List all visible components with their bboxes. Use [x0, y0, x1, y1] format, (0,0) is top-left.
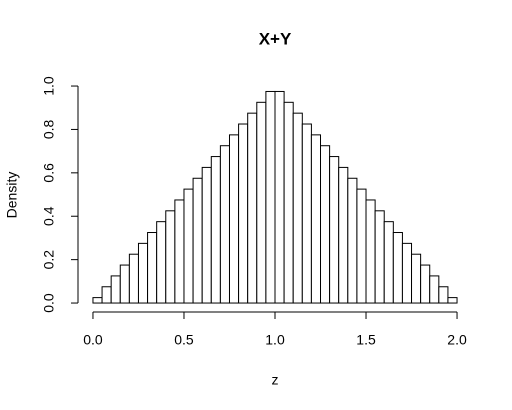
bar: [292, 112, 303, 304]
y-axis-label: Density: [4, 172, 20, 219]
bar: [174, 199, 185, 304]
y-tick-label: 0.0: [41, 293, 57, 313]
bar: [247, 112, 258, 304]
bar: [165, 210, 176, 304]
bar: [128, 253, 139, 304]
y-tick-label: 1.0: [41, 76, 57, 96]
x-tick-label: 0.0: [83, 332, 103, 348]
bar: [356, 188, 367, 304]
bar: [338, 166, 349, 304]
x-axis-label: z: [272, 372, 279, 388]
bar: [310, 134, 322, 304]
bar: [156, 221, 167, 304]
bar: [411, 253, 422, 304]
bar: [210, 156, 221, 304]
bar: [219, 145, 230, 304]
bar: [429, 275, 440, 304]
y-tick-label: 0.6: [41, 163, 57, 183]
bar: [329, 156, 340, 304]
y-tick-label: 0.2: [41, 250, 57, 270]
bar: [392, 232, 403, 304]
bar: [283, 101, 294, 304]
bar: [228, 134, 240, 304]
bar: [347, 177, 358, 304]
bar: [238, 123, 249, 304]
bar: [438, 286, 449, 304]
bar: [447, 297, 458, 304]
x-tick-label: 2.0: [447, 332, 467, 348]
bar: [365, 199, 376, 304]
bar: [274, 90, 285, 304]
bar: [101, 286, 112, 304]
bar: [137, 242, 149, 304]
bar: [256, 101, 267, 304]
x-tick-label: 1.0: [265, 332, 285, 348]
bar: [401, 242, 413, 304]
bar: [320, 145, 331, 304]
bar: [201, 166, 212, 304]
chart-title: X+Y: [259, 29, 292, 48]
bar: [301, 123, 312, 304]
x-tick-label: 0.5: [174, 332, 194, 348]
bar: [119, 264, 130, 304]
bar: [92, 297, 103, 304]
bar: [420, 264, 431, 304]
bar: [192, 177, 203, 304]
bar: [374, 210, 385, 304]
x-tick-label: 1.5: [356, 332, 376, 348]
y-tick-label: 0.4: [41, 206, 57, 226]
y-tick-label: 0.8: [41, 119, 57, 139]
bar: [383, 221, 394, 304]
bar: [147, 232, 158, 304]
bar: [183, 188, 194, 304]
bar: [110, 275, 121, 304]
bar: [265, 90, 276, 304]
